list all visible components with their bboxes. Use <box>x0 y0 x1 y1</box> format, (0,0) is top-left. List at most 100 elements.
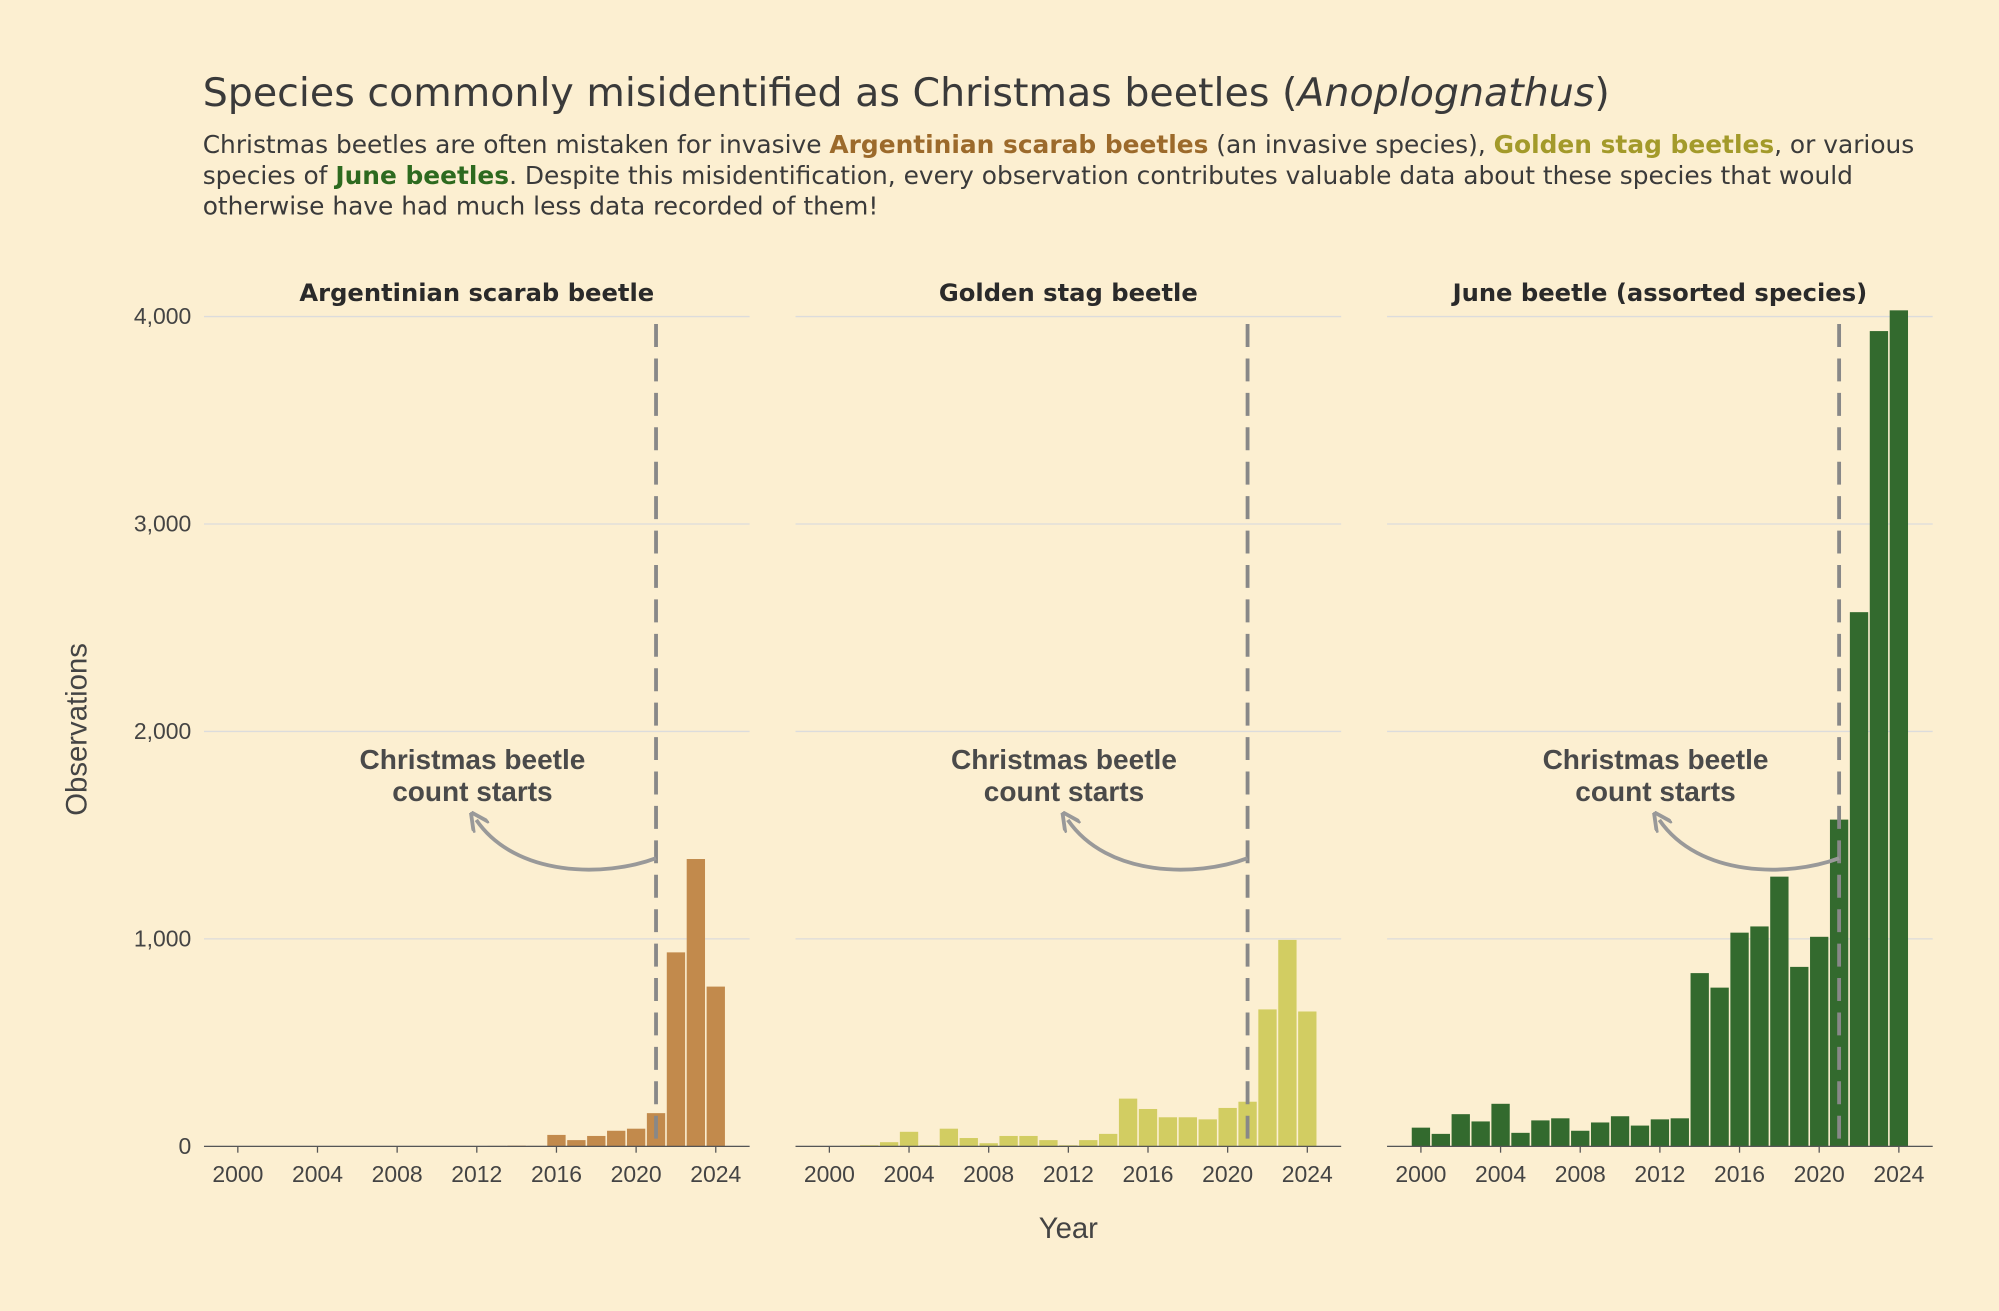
bar <box>1118 1098 1138 1147</box>
x-tick-label: 2016 <box>1122 1161 1173 1187</box>
subtitle-highlight: June beetles <box>333 161 509 190</box>
annotation: count starts <box>984 776 1144 807</box>
bar <box>999 1135 1018 1147</box>
x-tick-label: 2000 <box>804 1161 855 1187</box>
bar <box>879 1142 899 1147</box>
bar <box>1178 1117 1197 1147</box>
bar <box>1531 1120 1550 1147</box>
annotation: Christmas beetle <box>951 744 1177 775</box>
subtitle-part: , or various <box>1774 130 1914 159</box>
bar <box>1750 926 1769 1147</box>
chart-title: Species commonly misidentified as Christ… <box>203 70 1610 116</box>
bar <box>1411 1127 1431 1147</box>
bar <box>1590 1122 1610 1147</box>
title-part: Anoplognathus <box>1294 70 1594 116</box>
bar <box>1278 939 1297 1147</box>
bar <box>1650 1119 1670 1147</box>
bar <box>1770 876 1789 1147</box>
bar <box>706 986 725 1147</box>
bar <box>1039 1140 1058 1147</box>
bar <box>1019 1135 1038 1147</box>
x-tick-label: 2008 <box>963 1161 1014 1187</box>
subtitle-line: otherwise have had much less data record… <box>203 191 879 220</box>
bar <box>1218 1107 1237 1147</box>
title-part: ) <box>1594 70 1609 116</box>
bar <box>1690 973 1709 1147</box>
bar <box>1670 1118 1689 1147</box>
x-tick-label: 2020 <box>1794 1161 1845 1187</box>
x-tick-label: 2004 <box>884 1161 935 1187</box>
annotation-arrow <box>1659 820 1840 872</box>
bar <box>626 1128 646 1147</box>
bar <box>686 859 706 1147</box>
bar <box>899 1131 919 1147</box>
bar <box>1158 1117 1178 1147</box>
x-tick-label: 2008 <box>372 1161 423 1187</box>
bar <box>1571 1130 1590 1147</box>
x-tick-label: 2008 <box>1555 1161 1606 1187</box>
subtitle-highlight: Golden stag beetles <box>1494 130 1774 159</box>
bar <box>1511 1132 1530 1147</box>
y-axis-label: Observations <box>61 643 94 816</box>
subtitle-line: Christmas beetles are often mistaken for… <box>203 130 1915 159</box>
title-part: Species commonly misidentified as Christ… <box>203 70 1298 116</box>
bar <box>1869 331 1889 1147</box>
x-tick-label: 2016 <box>531 1161 582 1187</box>
annotation: count starts <box>1575 776 1735 807</box>
bar <box>587 1135 606 1147</box>
x-tick-label: 2020 <box>1202 1161 1253 1187</box>
subtitle-highlight: Argentinian scarab beetles <box>829 130 1208 159</box>
subtitle-part: species of <box>203 161 336 190</box>
bar <box>1471 1121 1490 1147</box>
x-axis-label: Year <box>1039 1212 1098 1245</box>
x-tick-label: 2004 <box>1475 1161 1526 1187</box>
bar <box>1138 1108 1158 1147</box>
x-tick-label: 2012 <box>1043 1161 1094 1187</box>
bar <box>959 1138 978 1147</box>
bar <box>1790 966 1809 1147</box>
x-tick-label: 2004 <box>292 1161 343 1187</box>
y-tick-label: 2,000 <box>134 718 191 744</box>
y-tick-label: 1,000 <box>134 926 191 952</box>
bar <box>1810 936 1829 1147</box>
x-tick-label: 2000 <box>212 1161 263 1187</box>
bar <box>1491 1103 1510 1147</box>
y-tick-label: 4,000 <box>134 303 191 329</box>
bar <box>1889 310 1909 1147</box>
subtitle-part: . Despite this misidentification, every … <box>509 161 1853 190</box>
bar <box>1298 1011 1317 1147</box>
bar <box>547 1134 566 1147</box>
bar <box>1099 1133 1118 1147</box>
facet-title: Argentinian scarab beetle <box>299 279 654 307</box>
subtitle-part: Christmas beetles are often mistaken for… <box>203 130 830 159</box>
bar <box>939 1128 959 1147</box>
subtitle-line: species of June beetles. Despite this mi… <box>203 161 1853 190</box>
bar <box>1610 1116 1630 1147</box>
bar <box>1198 1119 1217 1147</box>
annotation-arrow <box>476 820 657 872</box>
bar <box>567 1140 586 1147</box>
subtitle-part: (an invasive species), <box>1208 130 1493 159</box>
bar <box>1730 932 1749 1147</box>
x-tick-label: 2000 <box>1395 1161 1446 1187</box>
bar <box>1630 1125 1650 1147</box>
annotation: count starts <box>392 776 552 807</box>
bar <box>666 952 686 1147</box>
bar <box>979 1143 998 1147</box>
x-tick-label: 2024 <box>690 1161 741 1187</box>
bar <box>1079 1140 1098 1147</box>
bar <box>1258 1009 1277 1147</box>
annotation: Christmas beetle <box>359 744 585 775</box>
x-tick-label: 2016 <box>1714 1161 1765 1187</box>
annotation: Christmas beetle <box>1543 744 1769 775</box>
subtitle-part: otherwise have had much less data record… <box>203 191 879 220</box>
bar <box>1710 987 1729 1147</box>
bar <box>1551 1118 1570 1147</box>
y-tick-label: 0 <box>178 1133 191 1159</box>
x-tick-label: 2024 <box>1282 1161 1333 1187</box>
bar <box>1849 612 1869 1147</box>
y-tick-label: 3,000 <box>134 511 191 537</box>
